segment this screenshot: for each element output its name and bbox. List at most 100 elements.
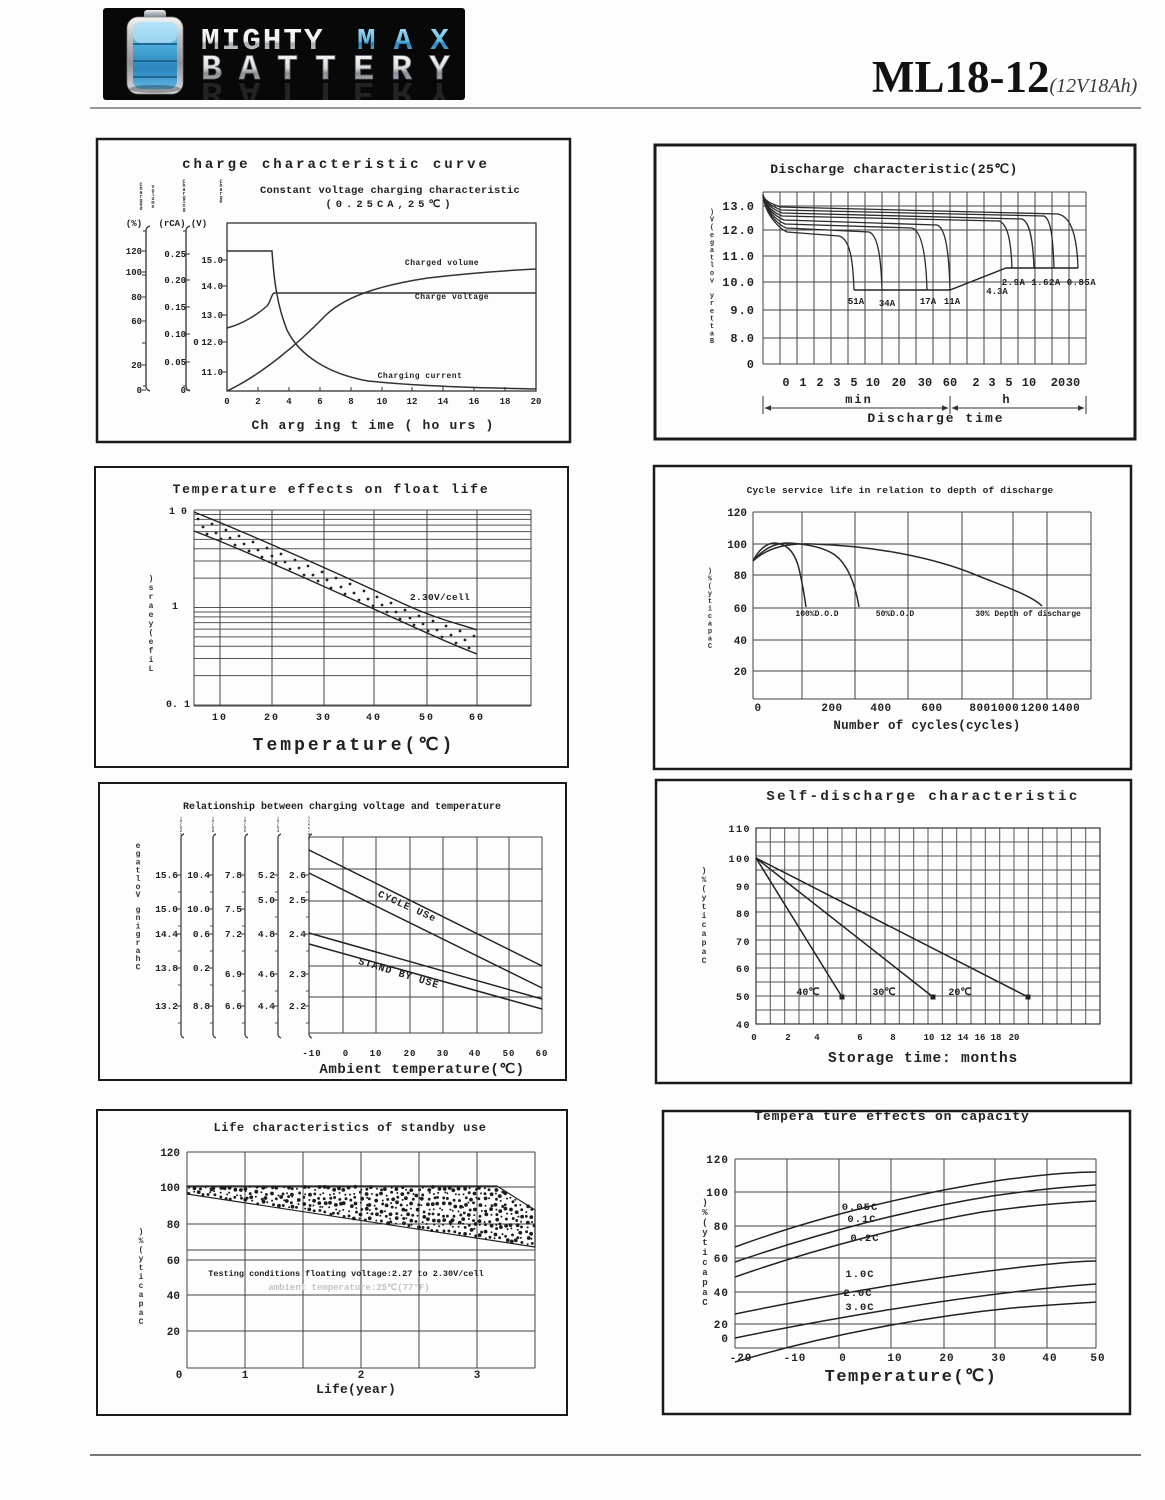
svg-text:-10: -10 xyxy=(302,1049,321,1059)
svg-text:C: C xyxy=(219,179,222,185)
svg-text:20: 20 xyxy=(404,1049,417,1059)
svg-text:0: 0 xyxy=(721,1334,729,1346)
svg-text:Life(year): Life(year) xyxy=(316,1382,396,1397)
svg-text:50: 50 xyxy=(503,1049,516,1059)
svg-text:80: 80 xyxy=(131,293,142,303)
svg-text:40: 40 xyxy=(734,636,747,648)
svg-text:): ) xyxy=(702,867,707,876)
svg-text:9.0: 9.0 xyxy=(730,304,755,318)
svg-text:charge characteristic curve: charge characteristic curve xyxy=(182,157,490,173)
svg-text:40: 40 xyxy=(1042,1353,1057,1365)
svg-text:13.0: 13.0 xyxy=(722,200,755,214)
svg-text:a: a xyxy=(149,602,154,611)
svg-text:16: 16 xyxy=(469,397,480,407)
svg-text:y: y xyxy=(702,1228,708,1238)
svg-text:e: e xyxy=(136,842,141,851)
svg-text:0: 0 xyxy=(193,338,198,348)
svg-text:y: y xyxy=(702,894,707,903)
svg-text:800: 800 xyxy=(969,703,990,715)
svg-text:C: C xyxy=(182,179,185,185)
svg-text:Cycle service life in relation: Cycle service life in relation to depth … xyxy=(747,485,1054,496)
svg-text:20: 20 xyxy=(131,361,142,371)
svg-text:C: C xyxy=(708,643,712,651)
svg-text:1: 1 xyxy=(799,376,806,390)
svg-text:50: 50 xyxy=(419,713,435,724)
svg-text:0.25: 0.25 xyxy=(164,250,186,260)
svg-text:f: f xyxy=(149,647,154,656)
svg-text:60: 60 xyxy=(736,965,751,976)
svg-text:2: 2 xyxy=(785,1033,790,1043)
svg-text:20: 20 xyxy=(264,713,280,724)
svg-text:10: 10 xyxy=(924,1033,935,1043)
svg-text:l: l xyxy=(308,816,311,821)
svg-text:11.0: 11.0 xyxy=(722,250,755,264)
svg-text:60: 60 xyxy=(714,1254,729,1266)
svg-text:15.0: 15.0 xyxy=(155,904,178,915)
svg-text:14: 14 xyxy=(958,1033,969,1043)
svg-text:(: ( xyxy=(180,823,182,828)
svg-text:C: C xyxy=(139,182,142,188)
svg-text:110: 110 xyxy=(728,825,751,836)
svg-text:13.2: 13.2 xyxy=(155,1001,178,1012)
svg-text:4.8: 4.8 xyxy=(258,929,275,940)
svg-text:34A: 34A xyxy=(879,299,896,309)
svg-text:r: r xyxy=(139,194,142,200)
svg-text:Testing conditions floating vo: Testing conditions floating voltage:2.27… xyxy=(208,1269,483,1279)
svg-text:y: y xyxy=(708,591,713,599)
svg-text:80: 80 xyxy=(734,571,747,583)
svg-text:Charge voltage: Charge voltage xyxy=(415,293,489,302)
svg-text:o: o xyxy=(710,270,714,278)
svg-text:1.0C: 1.0C xyxy=(845,1269,874,1281)
svg-text:0.05: 0.05 xyxy=(164,358,186,368)
svg-text:a: a xyxy=(702,1268,708,1278)
svg-text:0.6: 0.6 xyxy=(193,929,210,940)
svg-text:18: 18 xyxy=(991,1033,1002,1043)
svg-text:0: 0 xyxy=(751,1033,756,1043)
svg-text:i: i xyxy=(182,199,185,205)
svg-text:Temperature(℃): Temperature(℃) xyxy=(253,736,456,756)
svg-text:4.6: 4.6 xyxy=(258,969,275,980)
svg-text:a: a xyxy=(710,331,715,339)
svg-text:): ) xyxy=(149,575,154,584)
svg-text:1: 1 xyxy=(172,602,178,613)
svg-text:i: i xyxy=(149,656,154,665)
svg-text:t: t xyxy=(136,867,141,876)
svg-text:c: c xyxy=(308,827,311,831)
svg-text:80: 80 xyxy=(167,1220,180,1232)
svg-text:2.2: 2.2 xyxy=(289,1001,306,1012)
svg-text:40: 40 xyxy=(469,1049,482,1059)
svg-text:): ) xyxy=(702,1198,707,1208)
svg-text:100: 100 xyxy=(728,855,751,866)
svg-text:(: ( xyxy=(708,583,712,591)
svg-text:a: a xyxy=(702,1288,708,1298)
svg-text:20: 20 xyxy=(734,667,747,679)
svg-text:10: 10 xyxy=(887,1353,902,1365)
svg-text:40: 40 xyxy=(167,1291,180,1303)
svg-text:2.9A 1.62A 0.85A: 2.9A 1.62A 0.85A xyxy=(1002,278,1097,288)
svg-text:%: % xyxy=(702,876,707,885)
svg-text:e: e xyxy=(149,611,154,620)
svg-text:e: e xyxy=(139,202,142,208)
svg-text:20: 20 xyxy=(714,1320,729,1332)
svg-text:%: % xyxy=(708,576,713,584)
svg-text:B: B xyxy=(710,338,715,346)
svg-text:6.6: 6.6 xyxy=(225,1001,242,1012)
svg-text:): ) xyxy=(180,816,182,821)
svg-text:min: min xyxy=(845,393,873,407)
svg-text:l: l xyxy=(136,875,141,884)
svg-text:4.3A: 4.3A xyxy=(986,287,1008,297)
svg-text:Storage time: months: Storage time: months xyxy=(828,1051,1018,1067)
svg-text:a: a xyxy=(182,187,185,193)
svg-text:100: 100 xyxy=(706,1188,729,1200)
svg-text:4: 4 xyxy=(814,1033,820,1043)
svg-text:14: 14 xyxy=(438,397,449,407)
svg-text:0.15: 0.15 xyxy=(164,303,186,313)
svg-text:7.5: 7.5 xyxy=(225,904,242,915)
svg-text:Constant voltage charging char: Constant voltage charging characteristic xyxy=(260,185,520,197)
svg-text:13.0: 13.0 xyxy=(201,311,223,321)
svg-text:50%D.O.D: 50%D.O.D xyxy=(876,610,915,619)
svg-text:i: i xyxy=(139,1273,144,1282)
svg-text:Temperature effects on float l: Temperature effects on float life xyxy=(173,482,490,497)
svg-text:c: c xyxy=(139,1282,144,1291)
svg-text:V: V xyxy=(180,820,183,824)
